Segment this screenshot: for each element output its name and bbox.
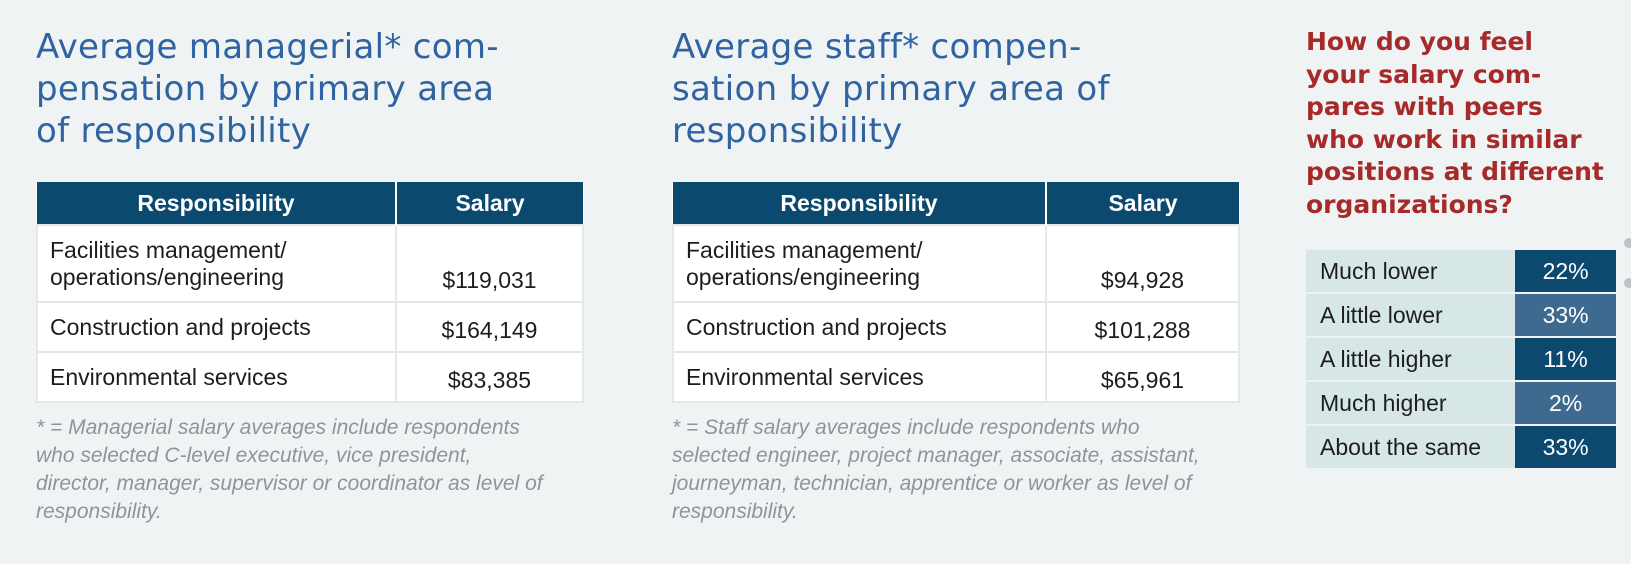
managerial-heading: Average managerial* com- pensation by pr… [36, 26, 608, 152]
footnote-line: responsibility. [36, 500, 162, 523]
responsibility-cell: Construction and projects [36, 301, 397, 353]
column-header-responsibility: Responsibility [37, 182, 397, 225]
managerial-footnote: * = Managerial salary averages include r… [36, 414, 608, 526]
heading-line: responsibility [672, 111, 903, 151]
response-percent: 11% [1515, 337, 1616, 382]
question-line: positions at different [1306, 157, 1604, 186]
footnote-line: selected engineer, project manager, asso… [672, 444, 1200, 467]
staff-heading: Average staff* compen- sation by primary… [672, 26, 1244, 152]
footnote-line: * = Staff salary averages include respon… [672, 416, 1140, 439]
staff-salary-table: Responsibility Salary Facilities managem… [672, 182, 1240, 403]
response-percent: 22% [1515, 250, 1616, 294]
responsibility-line: Environmental services [686, 363, 924, 390]
salary-cell: $119,031 [395, 224, 584, 303]
responsibility-line: Facilities management/ [50, 236, 287, 263]
heading-line: pensation by primary area [36, 69, 495, 109]
peer-question: How do you feel your salary com- pares w… [1306, 26, 1604, 221]
salary-cell: $164,149 [395, 301, 584, 353]
response-percent: 33% [1515, 425, 1616, 470]
response-percent: 2% [1515, 381, 1616, 426]
page-edge-dot [1624, 278, 1631, 288]
responsibility-cell: Environmental services [36, 351, 397, 403]
column-header-salary: Salary [1046, 182, 1239, 225]
footnote-line: * = Managerial salary averages include r… [36, 416, 520, 439]
responsibility-line: Facilities management/ [686, 236, 923, 263]
salary-cell: $83,385 [395, 351, 584, 403]
question-line: organizations? [1306, 189, 1513, 219]
response-row: A little higher 11% [1306, 337, 1616, 382]
table-row: Environmental services $65,961 [672, 351, 1240, 403]
footnote-line: who selected C-level executive, vice pre… [36, 444, 472, 467]
heading-line: Average staff* compen- [672, 27, 1082, 67]
question-line: your salary com- [1306, 59, 1542, 89]
response-row: Much higher 2% [1306, 381, 1616, 426]
staff-footnote: * = Staff salary averages include respon… [672, 414, 1244, 526]
table-row: Facilities management/ operations/engine… [672, 224, 1240, 303]
question-line: who work in similar [1306, 124, 1582, 154]
responsibility-cell: Environmental services [672, 351, 1047, 403]
salary-cell: $101,288 [1045, 301, 1240, 353]
table-row: Construction and projects $164,149 [36, 301, 584, 353]
column-header-responsibility: Responsibility [673, 182, 1047, 225]
response-row: Much lower 22% [1306, 250, 1616, 294]
responsibility-line: operations/engineering [686, 263, 921, 290]
footnote-line: journeyman, technician, apprentice or wo… [672, 472, 1192, 495]
footnote-line: director, manager, supervisor or coordin… [36, 472, 543, 495]
salary-cell: $65,961 [1045, 351, 1240, 403]
response-row: About the same 33% [1306, 425, 1616, 470]
heading-line: sation by primary area of [672, 69, 1110, 109]
response-label: A little lower [1306, 293, 1516, 338]
responsibility-cell: Facilities management/ operations/engine… [36, 224, 397, 303]
responsibility-line: Construction and projects [686, 313, 947, 340]
responsibility-line: Construction and projects [50, 313, 311, 340]
response-percent: 33% [1515, 293, 1616, 338]
question-line: pares with peers [1306, 92, 1543, 121]
responsibility-line: operations/engineering [50, 263, 285, 290]
table-row: Construction and projects $101,288 [672, 301, 1240, 353]
responsibility-cell: Facilities management/ operations/engine… [672, 224, 1047, 303]
peer-response-table: Much lower 22% A little lower 33% A litt… [1306, 250, 1616, 470]
column-header-salary: Salary [396, 182, 583, 225]
response-row: A little lower 33% [1306, 293, 1616, 338]
salary-cell: $94,928 [1045, 224, 1240, 303]
heading-line: of responsibility [36, 111, 312, 151]
managerial-salary-table: Responsibility Salary Facilities managem… [36, 182, 584, 403]
table-header-row: Responsibility Salary [37, 182, 583, 225]
response-label: About the same [1306, 425, 1516, 470]
responsibility-cell: Construction and projects [672, 301, 1047, 353]
table-row: Facilities management/ operations/engine… [36, 224, 584, 303]
table-header-row: Responsibility Salary [673, 182, 1239, 225]
question-line: How do you feel [1306, 27, 1534, 56]
heading-line: Average managerial* com- [36, 27, 499, 67]
response-label: A little higher [1306, 337, 1516, 382]
footnote-line: responsibility. [672, 500, 798, 523]
table-row: Environmental services $83,385 [36, 351, 584, 403]
responsibility-line: Environmental services [50, 363, 288, 390]
response-label: Much higher [1306, 381, 1516, 426]
response-label: Much lower [1306, 250, 1516, 294]
page-edge-dot [1624, 238, 1631, 248]
